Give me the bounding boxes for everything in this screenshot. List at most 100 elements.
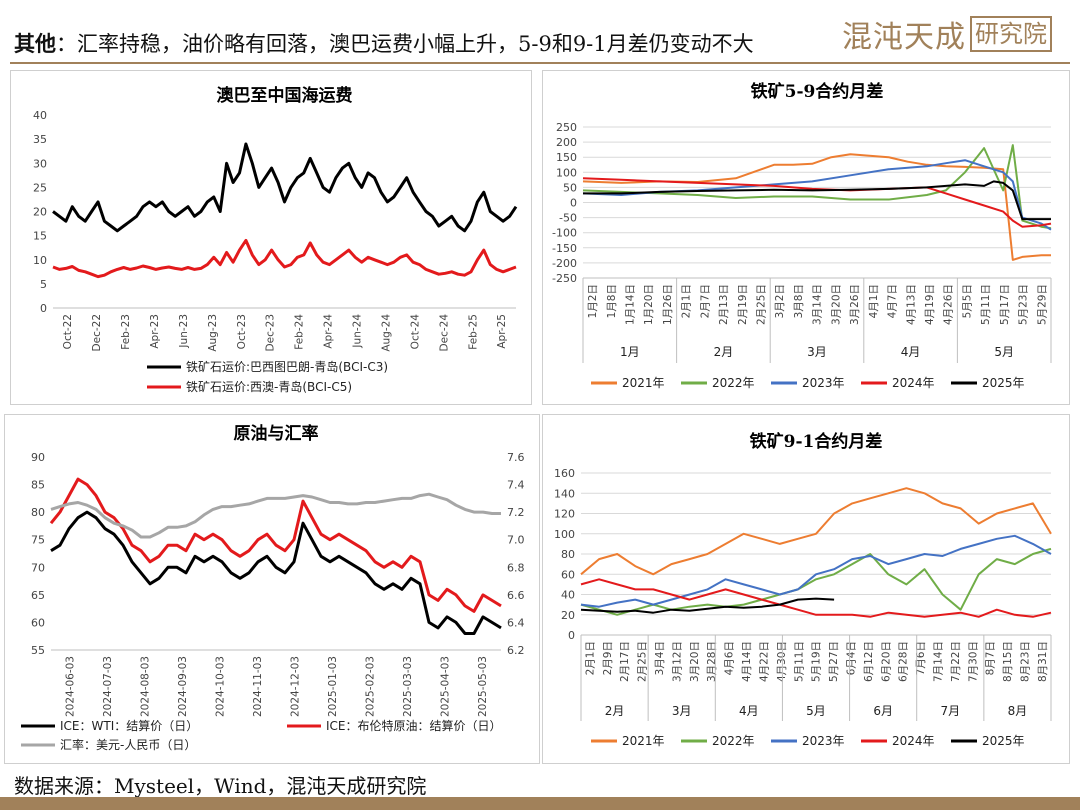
x-tick-label: 5月17日 [999,284,1011,325]
y-tick-label: 100 [554,528,575,541]
x-tick-label: 5月11日 [793,641,805,682]
x-tick-label: 3月2日 [774,284,786,318]
x-tick-label: Dec-23 [265,314,277,351]
legend-label-4: 2025年 [982,376,1025,390]
y2-tick-label: 6.4 [507,616,525,629]
x-tick-label: 1月2日 [587,284,599,318]
legend-label-0: 2021年 [622,376,665,390]
x-tick-label: 2月9日 [602,641,614,675]
x-tick-label: 8月23日 [1020,641,1032,682]
x-tick-label: 8月31日 [1037,641,1049,682]
month-label: 8月 [1008,704,1028,718]
x-tick-label: 2024-08-03 [139,656,151,717]
spread59-chart: 铁矿5-9合约月差 -250 -200 -150 -100 -50 0 50 100 150 200… [552,81,1052,390]
page-title-bold: 其他 [14,31,56,56]
legend-label-0: 铁矿石运价:巴西图巴朗-青岛(BCI-C3) [186,359,388,374]
data-source: 数据来源：Mysteel，Wind，混沌天成研究院 [14,774,427,798]
month-label: 3月 [672,704,692,718]
y-tick-label: 35 [33,133,47,146]
y-tick-label: 160 [554,467,575,480]
freight-chart: 澳巴至中国海运费 0 5 10 15 20 25 30 35 40 Oct-22 Dec-22 Feb-… [33,85,518,394]
oilfx-chart: 原油与汇率 55 60 65 70 75 80 85 90 6.2 6.4 6.6 6.8 7.0 7.2 7… [21,423,525,752]
series-line-2 [582,159,1052,231]
legend-label-1: 2022年 [712,734,755,748]
logo-text: 混沌天成 [842,20,966,55]
x-tick-label: Dec-24 [438,314,450,352]
y-tick-label: 10 [33,254,47,267]
x-tick-label: Feb-23 [120,314,132,350]
x-tick-label: 7月30日 [967,641,979,682]
bottom-bar [0,797,1080,810]
x-tick-label: 7月22日 [950,641,962,682]
x-tick-label: 5月27日 [828,641,840,682]
x-tick-label: Apr-24 [323,314,335,349]
x-tick-label: 3月26日 [849,284,861,325]
y-tick-label: 70 [31,561,45,574]
x-tick-label: 2025-05-03 [477,656,489,717]
y-tick-label: 140 [554,487,575,500]
x-tick-label: Aug-23 [207,314,219,352]
x-tick-label: 3月20日 [830,284,842,325]
x-tick-label: 2025-02-03 [364,656,376,717]
x-tick-label: 1月14日 [624,284,636,325]
x-tick-label: 2月19日 [737,284,749,325]
legend-label-2: 2023年 [802,376,845,390]
y-tick-label: 0 [40,302,47,315]
series-line-2 [580,534,1052,608]
y-tick-label: 25 [33,181,47,194]
x-tick-label: 2024-12-03 [289,656,301,717]
y-tick-label: 15 [33,230,47,243]
y-tick-label: 60 [561,568,575,581]
x-tick-label: Oct-22 [62,314,74,349]
x-tick-label: 2025-01-03 [327,656,339,717]
x-tick-label: 2024-09-03 [177,656,189,717]
legend-label-2: 2023年 [802,734,845,748]
x-tick-label: 3月12日 [671,641,683,682]
x-tick-label: 2025-04-03 [439,656,451,717]
x-tick-label: 8月15日 [1002,641,1014,682]
y-tick-label: 80 [31,506,45,519]
x-tick-label: 5月5日 [961,284,973,318]
x-tick-label: Apr-25 [496,314,508,349]
month-label: 5月 [994,345,1014,359]
x-tick-label: Feb-25 [467,314,479,350]
month-label: 2月 [605,704,625,718]
x-tick-label: 2025-03-03 [402,656,414,717]
series-line-1 [49,477,502,613]
series-line-4 [580,597,835,614]
header-divider [10,62,1070,64]
x-tick-label: 1月26日 [662,284,674,325]
x-tick-label: 5月11日 [980,284,992,325]
x-tick-label: 2月25日 [756,284,768,325]
month-label: 4月 [901,345,921,359]
x-tick-label: 2月7日 [699,284,711,318]
x-tick-label: Oct-23 [236,314,248,349]
legend-label-3: 2024年 [892,376,935,390]
legend-label-3: 2024年 [892,734,935,748]
y-tick-label: 90 [31,451,45,464]
series-line-1 [52,238,517,279]
chart-panel-oilfx: 原油与汇率 55 60 65 70 75 80 85 90 6.2 6.4 6.6 6.8 7.0 7.2 7… [4,414,540,764]
y-tick-label: 20 [33,206,47,219]
x-tick-label: Jun-24 [352,314,364,349]
x-tick-label: 4月30日 [776,641,788,682]
x-tick-label: 6月12日 [863,641,875,682]
legend-label-0: 2021年 [622,734,665,748]
logo-box: 研究院 [970,16,1052,52]
x-tick-label: Feb-24 [294,314,306,350]
y2-tick-label: 7.6 [507,451,525,464]
chart-panel-spread91: 铁矿9-1合约月差 0 20 40 60 80 100 120 140 160 2月1日 2月9日 2月… [542,414,1070,764]
series-line-1 [580,547,1052,616]
chart-title: 铁矿9-1合约月差 [750,431,883,452]
month-label: 7月 [940,704,960,718]
x-tick-label: 2024-11-03 [252,656,264,717]
series-line-0 [582,153,1051,261]
month-label: 5月 [806,704,826,718]
y-tick-label: 150 [556,151,577,164]
y-tick-label: 100 [556,166,577,179]
y-tick-label: 55 [31,644,45,657]
x-tick-label: 4月1日 [868,284,880,318]
x-tick-label: 6月4日 [845,641,857,675]
y-tick-label: 40 [561,589,575,602]
x-tick-label: 2月13日 [718,284,730,325]
